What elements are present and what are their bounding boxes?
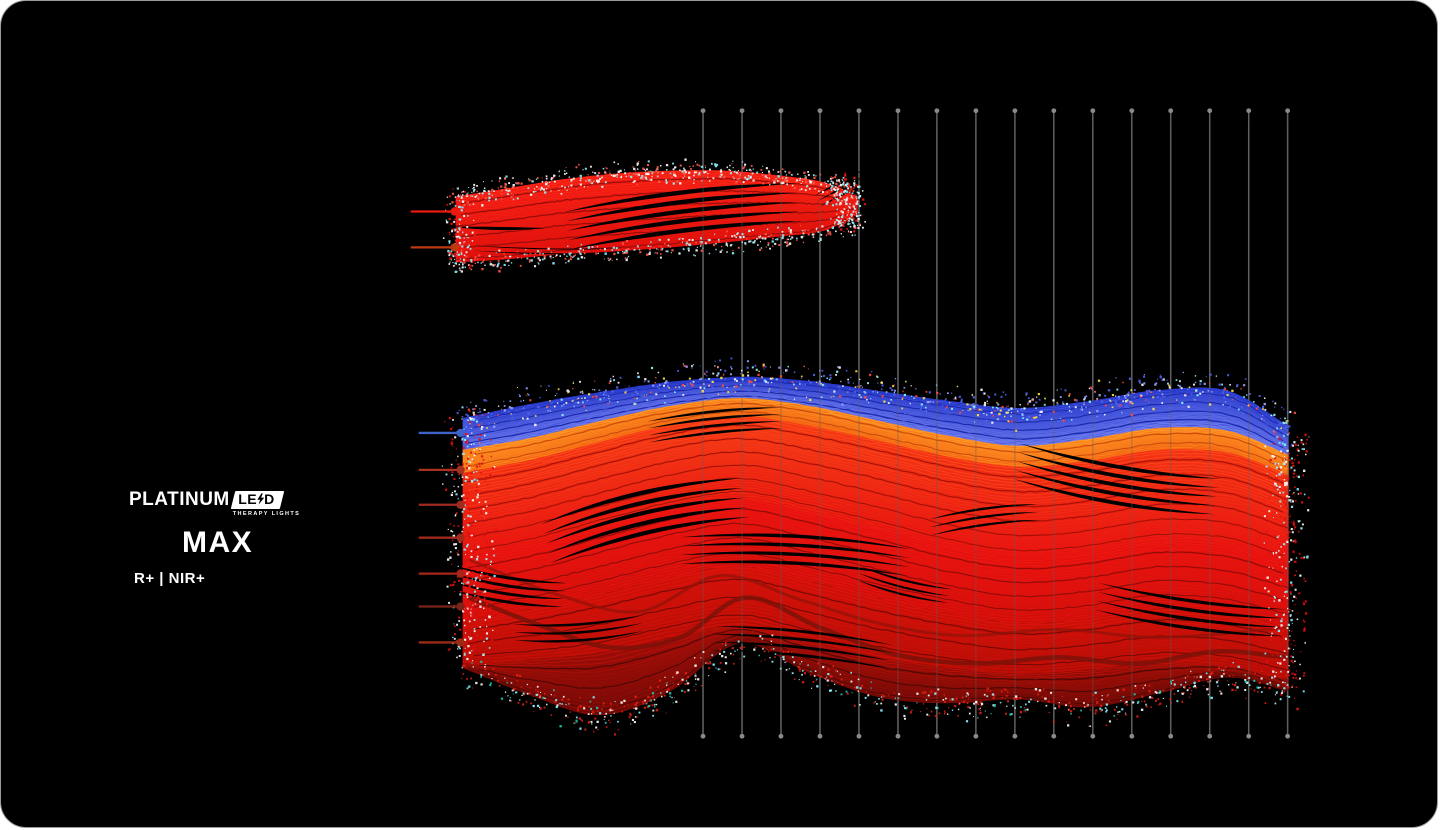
spectrum-label: R+ | NIR+ — [134, 570, 206, 587]
gridlines-overlay — [700, 108, 1291, 739]
accent-curve — [468, 558, 1289, 639]
product-name: MAX — [182, 526, 254, 559]
brand-wordmark: PLATINUM LE D THERAPY LIGHTS — [129, 489, 301, 517]
brand-wordmark-platinum: PLATINUM — [129, 489, 230, 510]
led-logo-text: LE D — [237, 491, 275, 507]
red-band-2 — [462, 498, 1289, 630]
dark-red-band — [462, 625, 1289, 716]
lower-leader-lines — [418, 428, 465, 647]
brand-led-unit: LE D THERAPY LIGHTS — [230, 491, 301, 517]
led-logo-box: LE D — [230, 491, 284, 509]
accent-curve — [467, 595, 1289, 666]
upper-leader-lines — [410, 207, 459, 252]
lightning-bolt-icon — [256, 493, 264, 505]
led-logo-d: D — [263, 491, 275, 507]
brand-tagline: THERAPY LIGHTS — [232, 511, 301, 517]
brand-block: PLATINUM LE D THERAPY LIGHTS MAX R+ | NI… — [129, 489, 301, 587]
led-logo-le: LE — [237, 491, 257, 507]
